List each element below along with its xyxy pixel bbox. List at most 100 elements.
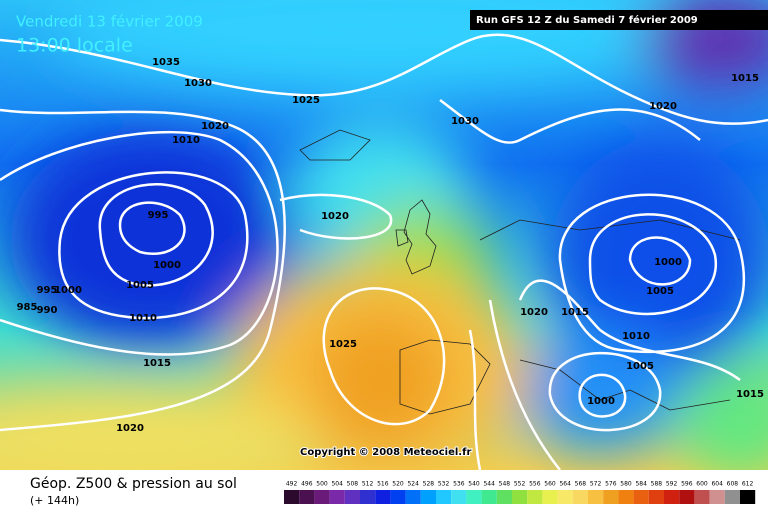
isobar-label: 1010 bbox=[622, 331, 650, 342]
scale-swatch bbox=[603, 490, 619, 504]
isobar-label: 1020 bbox=[201, 121, 229, 132]
scale-swatch bbox=[512, 490, 528, 504]
scale-swatch bbox=[360, 490, 376, 504]
copyright: Copyright © 2008 Meteociel.fr bbox=[300, 447, 471, 458]
run-banner bbox=[470, 10, 768, 30]
time: 13:00 locale bbox=[16, 35, 133, 57]
scale-label: 576 bbox=[605, 481, 617, 488]
isobars bbox=[0, 33, 768, 470]
scale-swatch bbox=[740, 490, 756, 504]
isobar-label: 1020 bbox=[321, 211, 349, 222]
scale-label: 584 bbox=[635, 481, 647, 488]
scale-label: 540 bbox=[468, 481, 480, 488]
isobar-label: 1000 bbox=[54, 285, 82, 296]
scale-label: 512 bbox=[362, 481, 374, 488]
scale-label: 536 bbox=[453, 481, 465, 488]
scale-label: 568 bbox=[575, 481, 587, 488]
scale-swatch bbox=[679, 490, 695, 504]
scale-swatch bbox=[709, 490, 725, 504]
scale-swatch bbox=[542, 490, 558, 504]
scale-label: 604 bbox=[711, 481, 723, 488]
isobar-label: 1000 bbox=[587, 396, 615, 407]
scale-label: 548 bbox=[499, 481, 511, 488]
scale-swatch bbox=[527, 490, 543, 504]
scale-label: 560 bbox=[544, 481, 556, 488]
isobar-label: 995 bbox=[148, 210, 169, 221]
scale-swatch bbox=[481, 490, 497, 504]
isobar-label: 1010 bbox=[172, 135, 200, 146]
scale-swatch bbox=[314, 490, 330, 504]
scale-swatch bbox=[466, 490, 482, 504]
scale-swatch bbox=[436, 490, 452, 504]
isobar-label: 1020 bbox=[649, 101, 677, 112]
scale-swatch bbox=[694, 490, 710, 504]
isobar-label: 1015 bbox=[736, 389, 764, 400]
scale-label: 532 bbox=[438, 481, 450, 488]
scale-label: 572 bbox=[590, 481, 602, 488]
scale-swatch bbox=[329, 490, 345, 504]
scale-label: 552 bbox=[514, 481, 526, 488]
isobar-label: 1010 bbox=[129, 313, 157, 324]
scale-label: 592 bbox=[666, 481, 678, 488]
scale-swatch bbox=[390, 490, 406, 504]
isobar-label: 1020 bbox=[116, 423, 144, 434]
scale-label: 556 bbox=[529, 481, 541, 488]
isobar-label: 1030 bbox=[184, 78, 212, 89]
scale-label: 508 bbox=[347, 481, 359, 488]
footer-subtitle: (+ 144h) bbox=[30, 494, 79, 507]
scale-swatch bbox=[284, 490, 300, 504]
isobar-label: 995 bbox=[37, 285, 58, 296]
scale-swatch bbox=[420, 490, 436, 504]
isobar-label: 990 bbox=[37, 305, 58, 316]
isobar-label: 1005 bbox=[646, 286, 674, 297]
scale-label: 544 bbox=[483, 481, 495, 488]
scale-label: 588 bbox=[651, 481, 663, 488]
isobar-label: 1005 bbox=[626, 361, 654, 372]
scale-label: 504 bbox=[331, 481, 343, 488]
isobar-label: 1000 bbox=[654, 257, 682, 268]
scale-label: 612 bbox=[742, 481, 754, 488]
run-text: Run GFS 12 Z du Samedi 7 février 2009 bbox=[476, 14, 698, 26]
scale-swatch bbox=[496, 490, 512, 504]
isobar-label: 1015 bbox=[731, 73, 759, 84]
scale-label: 500 bbox=[316, 481, 328, 488]
scale-swatch bbox=[344, 490, 360, 504]
scale-label: 580 bbox=[620, 481, 632, 488]
isobar-label: 1000 bbox=[153, 260, 181, 271]
scale-swatch bbox=[633, 490, 649, 504]
isobar-label: 1025 bbox=[329, 339, 357, 350]
scale-swatch bbox=[648, 490, 664, 504]
isobar-label: 1035 bbox=[152, 57, 180, 68]
scale-swatch bbox=[618, 490, 634, 504]
scale-label: 496 bbox=[301, 481, 313, 488]
scale-label: 524 bbox=[407, 481, 419, 488]
scale-label: 608 bbox=[727, 481, 739, 488]
scale-swatch bbox=[405, 490, 421, 504]
isobar-label: 1015 bbox=[143, 358, 171, 369]
scale: 492 496 500 504 508 512 516 520 524 528 532 536 540 5… bbox=[284, 481, 756, 504]
date: Vendredi 13 février 2009 bbox=[16, 13, 203, 31]
isobar-label: 1005 bbox=[126, 280, 154, 291]
scale-swatch bbox=[572, 490, 588, 504]
scale-swatch bbox=[299, 490, 315, 504]
scale-label: 516 bbox=[377, 481, 389, 488]
isobar-label: 985 bbox=[17, 302, 38, 313]
coastline bbox=[299, 129, 741, 415]
scale-swatch bbox=[724, 490, 740, 504]
isobar-label: 1015 bbox=[561, 307, 589, 318]
scale-label: 520 bbox=[392, 481, 404, 488]
isobar-label: 1020 bbox=[520, 307, 548, 318]
scale-swatch bbox=[664, 490, 680, 504]
footer-title: Géop. Z500 & pression au sol bbox=[30, 476, 237, 492]
scale-swatch bbox=[375, 490, 391, 504]
scale-label: 564 bbox=[559, 481, 571, 488]
scale-swatch bbox=[557, 490, 573, 504]
scale-swatch bbox=[588, 490, 604, 504]
isobar-label: 1030 bbox=[451, 116, 479, 127]
isobar-label: 1025 bbox=[292, 95, 320, 106]
scale-label: 596 bbox=[681, 481, 693, 488]
scale-label: 528 bbox=[423, 481, 435, 488]
field: 1035103010251020101010301020101510209951… bbox=[0, 0, 768, 470]
scale-label: 600 bbox=[696, 481, 708, 488]
